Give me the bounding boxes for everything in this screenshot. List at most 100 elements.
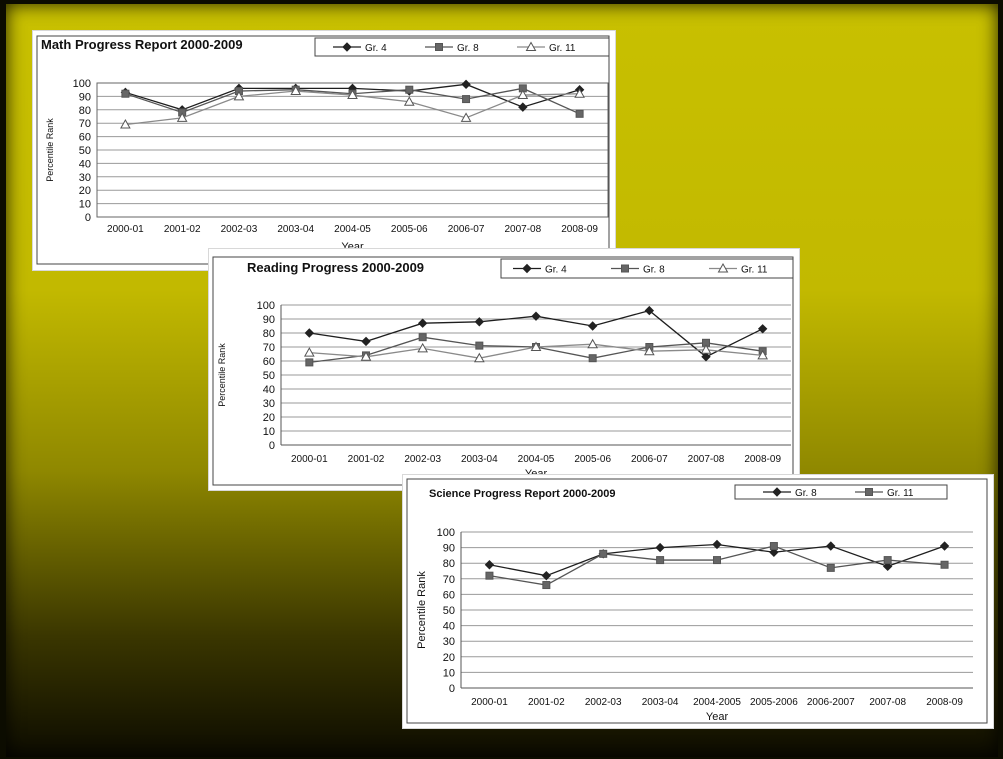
x-tick-label: 2001-02 xyxy=(348,454,385,465)
data-point xyxy=(120,119,131,129)
data-point xyxy=(518,102,528,112)
y-tick-label: 10 xyxy=(443,667,455,679)
legend-marker xyxy=(525,41,537,51)
plot-area-frame xyxy=(96,82,609,218)
series-gr-11 xyxy=(120,85,585,129)
data-point xyxy=(587,321,598,331)
y-tick-label: 60 xyxy=(263,356,275,368)
x-tick-label: 2003-04 xyxy=(642,697,679,708)
legend-label: Gr. 4 xyxy=(545,265,567,276)
data-point xyxy=(700,344,712,354)
data-point xyxy=(587,338,599,349)
y-tick-label: 60 xyxy=(443,589,455,601)
y-tick-label: 50 xyxy=(263,370,275,382)
x-tick-label: 2007-08 xyxy=(688,454,725,465)
y-tick-label: 70 xyxy=(79,118,91,130)
y-tick-label: 100 xyxy=(257,300,275,312)
y-tick-label: 100 xyxy=(73,78,91,90)
data-point xyxy=(541,570,552,581)
data-point xyxy=(484,560,495,570)
x-tick-label: 2004-2005 xyxy=(693,697,741,708)
data-point xyxy=(473,352,485,363)
data-point xyxy=(769,542,778,551)
data-point xyxy=(939,541,950,551)
data-point xyxy=(475,341,484,350)
x-tick-label: 2002-03 xyxy=(585,697,622,708)
data-point xyxy=(588,354,597,363)
data-point xyxy=(656,556,665,565)
y-tick-label: 50 xyxy=(443,605,455,617)
x-tick-label: 2008-09 xyxy=(561,224,598,235)
x-tick-label: 2003-04 xyxy=(277,224,314,235)
data-point xyxy=(655,542,665,553)
x-tick-label: 2000-01 xyxy=(291,454,328,465)
x-axis-title: Year xyxy=(706,711,729,723)
data-point xyxy=(460,112,472,122)
legend-label: Gr. 4 xyxy=(365,43,387,54)
x-tick-label: 2003-04 xyxy=(461,454,498,465)
data-point xyxy=(644,305,655,316)
x-tick-label: 2000-01 xyxy=(471,697,508,708)
data-point xyxy=(474,317,485,327)
x-tick-label: 2005-2006 xyxy=(750,697,798,708)
data-point xyxy=(417,342,429,353)
chart-frame xyxy=(212,256,794,486)
y-tick-label: 30 xyxy=(79,172,91,184)
y-tick-label: 80 xyxy=(443,558,455,570)
y-tick-label: 0 xyxy=(449,683,455,695)
y-tick-label: 30 xyxy=(263,398,275,410)
chart-frame xyxy=(406,478,988,724)
data-point xyxy=(290,85,302,96)
x-tick-label: 2002-03 xyxy=(221,224,258,235)
data-point xyxy=(574,88,585,98)
data-point xyxy=(530,341,542,351)
x-tick-label: 2001-02 xyxy=(164,224,201,235)
data-point xyxy=(517,89,529,100)
science-chart: Science Progress Report 2000-2009 0 10 20 30… xyxy=(406,478,988,724)
data-point xyxy=(575,109,584,118)
legend-label: Gr. 11 xyxy=(549,43,576,54)
data-point xyxy=(304,328,315,338)
y-tick-label: 90 xyxy=(263,314,275,326)
data-point xyxy=(485,571,494,580)
x-tick-label: 2008-09 xyxy=(926,697,963,708)
reading-chart: Reading Progress 2000-2009 0 10 20 30 40 50 60 7… xyxy=(212,256,794,486)
legend-box xyxy=(500,258,794,279)
slide-background: Math Progress Report 2000-2009 0 10 20 30 40 5… xyxy=(6,4,998,757)
data-point xyxy=(176,112,188,122)
x-tick-label: 2004-05 xyxy=(334,224,371,235)
data-point xyxy=(360,351,372,361)
data-point xyxy=(757,324,768,334)
x-tick-label: 2001-02 xyxy=(528,697,565,708)
y-tick-label: 30 xyxy=(443,636,455,648)
y-tick-label: 10 xyxy=(263,426,275,438)
data-point xyxy=(882,561,893,572)
legend-box xyxy=(734,484,948,500)
x-tick-label: 2005-06 xyxy=(391,224,428,235)
y-tick-label: 0 xyxy=(269,440,275,452)
x-tick-label: 2000-01 xyxy=(107,224,144,235)
legend-marker xyxy=(865,488,873,496)
y-tick-label: 20 xyxy=(443,652,455,664)
y-tick-label: 80 xyxy=(79,105,91,117)
data-point xyxy=(405,85,414,94)
legend-label: Gr. 8 xyxy=(457,43,479,54)
data-point xyxy=(769,547,779,557)
chart-title: Math Progress Report 2000-2009 xyxy=(41,37,243,52)
data-point xyxy=(403,96,415,106)
series-gr-4 xyxy=(304,305,768,362)
data-point xyxy=(826,563,835,572)
y-tick-label: 80 xyxy=(263,328,275,340)
legend-marker xyxy=(522,263,532,274)
y-tick-label: 40 xyxy=(79,158,91,170)
y-tick-label: 40 xyxy=(263,384,275,396)
x-tick-label: 2006-07 xyxy=(448,224,485,235)
legend-marker xyxy=(717,262,729,273)
x-tick-label: 2002-03 xyxy=(404,454,441,465)
data-point xyxy=(542,581,551,590)
x-tick-label: 2007-08 xyxy=(869,697,906,708)
legend-marker xyxy=(772,487,782,497)
data-point xyxy=(643,345,655,356)
reading-chart-panel: Reading Progress 2000-2009 0 10 20 30 40 50 60 7… xyxy=(208,248,800,491)
